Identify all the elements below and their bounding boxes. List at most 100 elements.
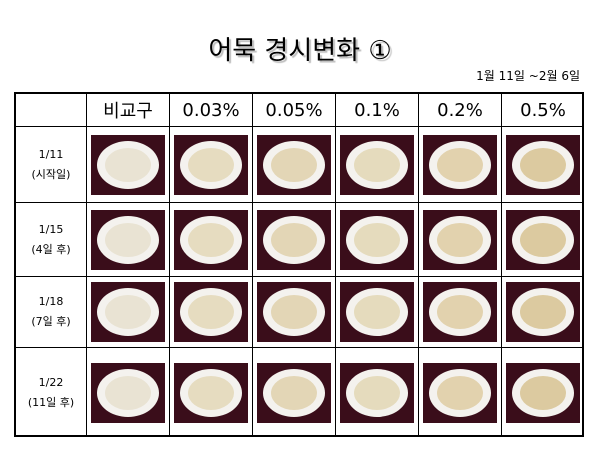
plate — [97, 368, 159, 417]
sample-photo — [257, 362, 331, 423]
sample-photo — [174, 134, 248, 195]
sample-photo — [340, 362, 414, 423]
plate — [429, 368, 491, 417]
plate — [180, 288, 242, 336]
plate — [263, 140, 325, 189]
row-date: 1/18 — [38, 295, 64, 308]
fish-cake — [520, 295, 566, 329]
photo-cell — [502, 127, 584, 203]
photo-cell — [502, 277, 584, 348]
photo-cell — [419, 203, 502, 277]
row-date: 1/15 — [38, 222, 64, 236]
photo-cell — [87, 277, 170, 348]
photo-cell — [336, 277, 419, 348]
sample-photo — [340, 209, 414, 270]
sample-photo — [91, 134, 165, 195]
column-header: 0.05% — [253, 94, 336, 127]
sample-photo — [91, 209, 165, 270]
sample-photo — [506, 209, 580, 270]
photo-cell — [502, 348, 584, 437]
sample-photo — [423, 209, 497, 270]
plate — [346, 215, 408, 264]
sample-photo — [257, 134, 331, 195]
column-header: 0.1% — [336, 94, 419, 127]
row-note: (시작일) — [31, 167, 71, 181]
plate — [429, 140, 491, 189]
row-label: 1/15 (4일 후) — [16, 203, 87, 277]
row-note: (11일 후) — [27, 395, 75, 409]
sample-photo — [340, 134, 414, 195]
photo-cell — [253, 127, 336, 203]
fish-cake — [520, 147, 566, 182]
fish-cake — [271, 222, 317, 257]
fish-cake — [188, 222, 234, 257]
plate — [97, 288, 159, 336]
photo-cell — [87, 348, 170, 437]
photo-cell — [253, 203, 336, 277]
plate — [512, 288, 574, 336]
sample-photo — [506, 362, 580, 423]
photo-cell — [502, 203, 584, 277]
fish-cake — [354, 295, 400, 329]
table: 비교구 0.03% 0.05% 0.1% 0.2% 0.5% 1/11 (시작일) 1/15 (4… — [14, 92, 584, 437]
fish-cake — [437, 222, 483, 257]
fish-cake — [437, 375, 483, 410]
sample-photo — [174, 209, 248, 270]
fish-cake — [271, 147, 317, 182]
fish-cake — [520, 375, 566, 410]
photo-cell — [419, 277, 502, 348]
plate — [263, 368, 325, 417]
fish-cake — [105, 147, 151, 182]
plate — [512, 215, 574, 264]
sample-photo — [423, 362, 497, 423]
sample-photo — [340, 282, 414, 342]
plate — [180, 140, 242, 189]
fish-cake — [271, 375, 317, 410]
fish-cake — [354, 375, 400, 410]
fish-cake — [105, 295, 151, 329]
title: 어묵 경시변화 ① — [208, 36, 392, 66]
photo-cell — [87, 203, 170, 277]
photo-cell — [336, 348, 419, 437]
sample-photo — [506, 282, 580, 342]
plate — [97, 140, 159, 189]
column-header: 0.2% — [419, 94, 502, 127]
sample-photo — [91, 362, 165, 423]
row-label: 1/18 (7일 후) — [16, 277, 87, 348]
sample-photo — [423, 134, 497, 195]
photo-cell — [170, 348, 253, 437]
fish-cake — [437, 147, 483, 182]
plate — [97, 215, 159, 264]
plate — [346, 368, 408, 417]
fish-cake — [188, 295, 234, 329]
sample-photo — [174, 282, 248, 342]
plate — [346, 288, 408, 336]
fish-cake — [105, 375, 151, 410]
photo-cell — [419, 348, 502, 437]
photo-cell — [253, 277, 336, 348]
photo-cell — [253, 348, 336, 437]
fish-cake — [354, 222, 400, 257]
row-note: (7일 후) — [31, 315, 71, 328]
plate — [263, 215, 325, 264]
sample-photo — [257, 209, 331, 270]
row-label: 1/11 (시작일) — [16, 127, 87, 203]
photo-cell — [336, 203, 419, 277]
fish-cake — [188, 147, 234, 182]
sample-photo — [91, 282, 165, 342]
sample-photo — [174, 362, 248, 423]
fish-cake — [271, 295, 317, 329]
sample-photo — [257, 282, 331, 342]
fish-cake — [437, 295, 483, 329]
fish-cake — [188, 375, 234, 410]
fish-cake — [354, 147, 400, 182]
plate — [263, 288, 325, 336]
photo-cell — [170, 277, 253, 348]
row-note: (4일 후) — [31, 242, 71, 256]
column-header: 비교구 — [87, 94, 170, 127]
plate — [429, 215, 491, 264]
plate — [429, 288, 491, 336]
plate — [512, 368, 574, 417]
plate — [512, 140, 574, 189]
